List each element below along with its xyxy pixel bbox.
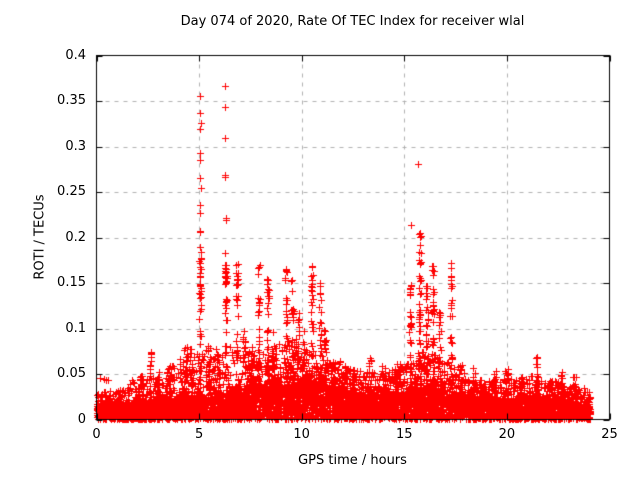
y-tick-label: 0.4 <box>65 47 86 63</box>
x-tick-label: 0 <box>92 427 101 442</box>
y-tick-label: 0.1 <box>65 320 86 336</box>
x-tick-label: 5 <box>194 427 204 442</box>
y-tick-label: 0 <box>77 411 86 427</box>
x-tick-label: 20 <box>498 427 516 442</box>
x-tick-label: 25 <box>601 427 618 442</box>
x-tick-label: 15 <box>396 427 413 442</box>
y-tick-label: 0.3 <box>65 138 86 154</box>
y-tick-label: 0.15 <box>57 275 86 290</box>
y-tick-label: 0.35 <box>57 93 86 108</box>
x-axis-label: GPS time / hours <box>298 453 407 468</box>
y-tick-label: 0.2 <box>65 229 86 245</box>
y-tick-label: 0.05 <box>57 366 86 381</box>
chart-title: Day 074 of 2020, Rate Of TEC Index for r… <box>180 14 525 29</box>
x-tick-label: 10 <box>293 427 310 442</box>
y-tick-label: 0.25 <box>57 184 86 199</box>
